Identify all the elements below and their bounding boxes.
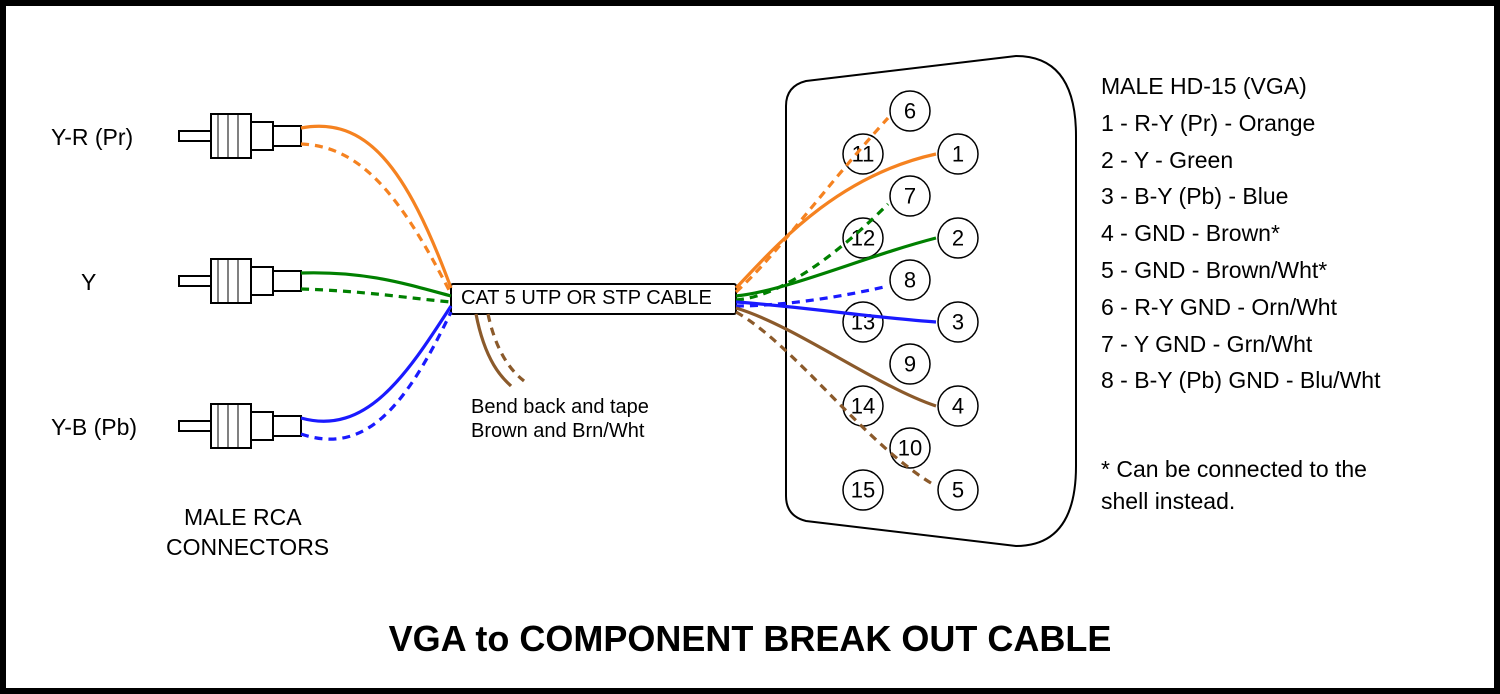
cable-label: CAT 5 UTP OR STP CABLE [461, 287, 712, 310]
diagram-frame: 611171228133914410155 Y-R (Pr) Y Y-B (Pb… [0, 0, 1500, 694]
label-pr: Y-R (Pr) [51, 124, 133, 151]
vga-pin-num-3: 3 [952, 310, 964, 335]
rca-pb [179, 404, 301, 448]
wire-brown-wht-bendback [488, 314, 524, 381]
vga-pin-num-5: 5 [952, 478, 964, 503]
bend-note-2: Brown and Brn/Wht [471, 418, 644, 444]
vga-pin-num-2: 2 [952, 226, 964, 251]
rca-caption-2: CONNECTORS [166, 534, 329, 561]
vga-pin-num-14: 14 [851, 394, 875, 419]
pinout-3: 3 - B-Y (Pb) - Blue [1101, 178, 1380, 215]
rca-caption-1: MALE RCA [184, 504, 302, 531]
wire-brown-bendback [476, 314, 511, 386]
vga-pin-num-10: 10 [898, 436, 922, 461]
vga-pin-num-9: 9 [904, 352, 916, 377]
pinout-1: 1 - R-Y (Pr) - Orange [1101, 105, 1380, 142]
vga-pin-num-4: 4 [952, 394, 964, 419]
pinout-8: 8 - B-Y (Pb) GND - Blu/Wht [1101, 362, 1380, 399]
footnote-2: shell instead. [1101, 488, 1235, 515]
bend-note-1: Bend back and tape [471, 394, 649, 420]
vga-pin-num-15: 15 [851, 478, 875, 503]
pinout-4: 4 - GND - Brown* [1101, 215, 1380, 252]
vga-pin-num-8: 8 [904, 268, 916, 293]
pinout-7: 7 - Y GND - Grn/Wht [1101, 326, 1380, 363]
pinout-2: 2 - Y - Green [1101, 142, 1380, 179]
label-y: Y [81, 269, 96, 296]
wire-blue-left [301, 306, 451, 421]
wire-orange-left [301, 126, 451, 288]
footnote-1: * Can be connected to the [1101, 456, 1367, 483]
diagram-title: VGA to COMPONENT BREAK OUT CABLE [6, 618, 1494, 660]
label-pb: Y-B (Pb) [51, 414, 137, 441]
vga-pin-num-1: 1 [952, 142, 964, 167]
rca-pr [179, 114, 301, 158]
pinout-6: 6 - R-Y GND - Orn/Wht [1101, 289, 1380, 326]
vga-pin-num-6: 6 [904, 99, 916, 124]
rca-y [179, 259, 301, 303]
vga-header: MALE HD-15 (VGA) [1101, 68, 1380, 105]
vga-pin-num-7: 7 [904, 184, 916, 209]
vga-connector-outline [786, 56, 1076, 546]
vga-pinout-list: MALE HD-15 (VGA) 1 - R-Y (Pr) - Orange 2… [1101, 68, 1380, 399]
pinout-5: 5 - GND - Brown/Wht* [1101, 252, 1380, 289]
